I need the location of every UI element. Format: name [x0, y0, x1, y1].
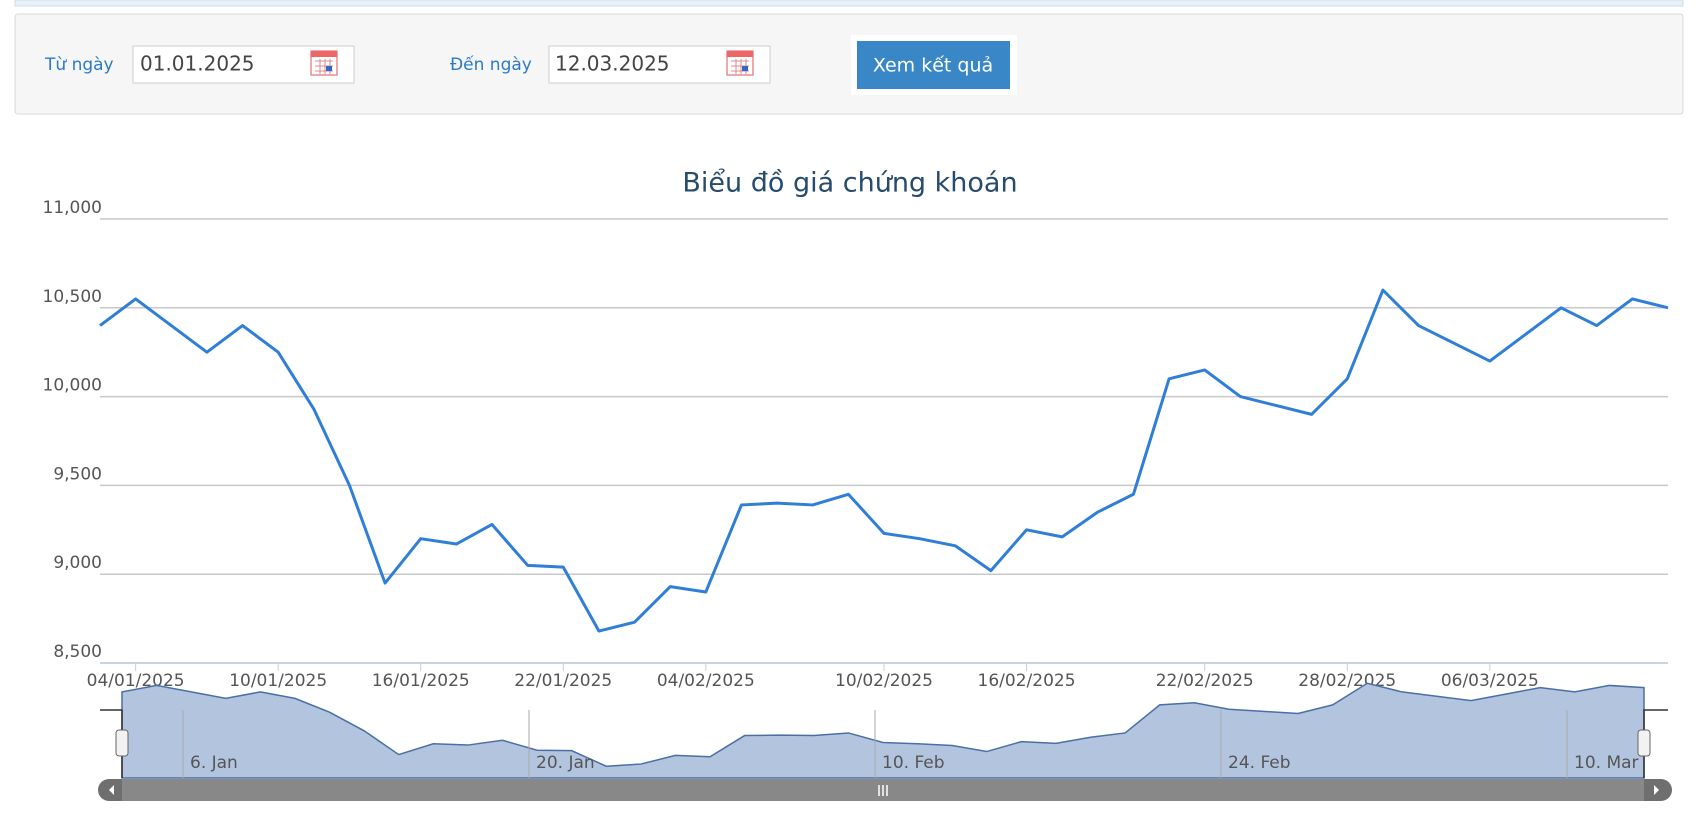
top-strip: [14, 0, 1684, 7]
to-value[interactable]: 12.03.2025: [555, 52, 670, 76]
x-tick-label: 22/01/2025: [514, 671, 612, 691]
calendar-icon[interactable]: [310, 50, 338, 76]
y-tick-label: 11,000: [43, 198, 102, 218]
x-tick-label: 22/02/2025: [1156, 671, 1254, 691]
x-tick-label: 16/02/2025: [978, 671, 1076, 691]
navigator-label: 10. Feb: [882, 753, 945, 773]
scroll-right[interactable]: [1654, 785, 1659, 795]
from-value[interactable]: 01.01.2025: [140, 52, 255, 76]
navigator-handle[interactable]: [1637, 729, 1651, 757]
y-tick-label: 9,000: [53, 553, 102, 573]
x-tick-label: 10/01/2025: [229, 671, 327, 691]
submit-button[interactable]: [857, 41, 1010, 89]
y-tick-label: 10,500: [43, 287, 102, 307]
filter-panel: [14, 13, 1684, 115]
chart-title: Biểu đồ giá chứng khoán: [682, 168, 1017, 199]
x-tick-label: 04/02/2025: [657, 671, 755, 691]
y-tick-label: 10,000: [43, 376, 102, 396]
price-line: [99, 288, 1669, 633]
navigator-area: [121, 682, 1645, 779]
from-label: Từ ngày: [44, 55, 114, 75]
navigator-label: 24. Feb: [1228, 753, 1291, 773]
navigator-handle[interactable]: [115, 729, 129, 757]
x-tick-label: 10/02/2025: [835, 671, 933, 691]
calendar-icon[interactable]: [726, 50, 754, 76]
x-tick-label: 16/01/2025: [372, 671, 470, 691]
chart: 8,5009,0009,50010,00010,50011,00004/01/2…: [43, 198, 1672, 801]
y-tick-label: 8,500: [53, 642, 102, 662]
to-label: Đến ngày: [450, 54, 532, 75]
submit-label[interactable]: Xem kết quả: [873, 55, 993, 77]
y-tick-label: 9,500: [53, 464, 102, 484]
x-tick-label: 06/03/2025: [1441, 671, 1539, 691]
navigator-label: 20. Jan: [536, 753, 595, 773]
scrollbar-grip: [878, 785, 888, 796]
scroll-left[interactable]: [109, 785, 114, 795]
navigator-label: 6. Jan: [190, 753, 238, 773]
navigator-label: 10. Mar: [1574, 753, 1639, 773]
